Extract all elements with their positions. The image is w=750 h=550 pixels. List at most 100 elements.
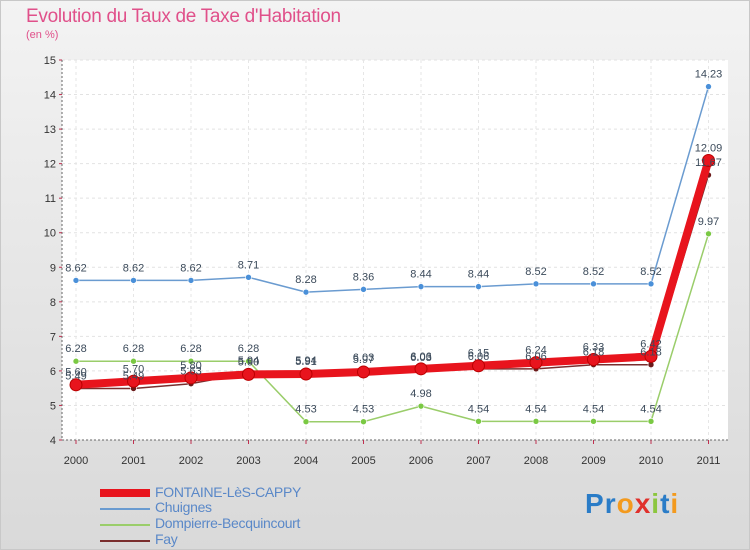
data-point [245, 273, 252, 281]
data-point [130, 357, 137, 365]
data-point [245, 357, 252, 365]
data-point [702, 154, 715, 168]
x-tick-label: 2005 [351, 455, 375, 467]
data-point [357, 365, 370, 379]
data-point [417, 283, 425, 290]
legend-swatch [100, 524, 150, 526]
x-tick-label: 2011 [697, 455, 721, 467]
data-label: 6.24 [525, 345, 546, 357]
data-label: 6.18 [583, 347, 604, 359]
y-tick-label: 11 [45, 193, 56, 205]
data-label: 6.18 [640, 347, 661, 359]
data-label: 6.15 [468, 348, 489, 360]
data-point [360, 286, 367, 293]
data-label: 4.53 [295, 404, 316, 416]
series-line [75, 85, 710, 293]
logo-letter: o [616, 488, 635, 519]
data-point [72, 277, 80, 284]
logo-letter: i [651, 488, 661, 519]
data-label: 8.52 [525, 266, 546, 278]
data-label: 5.49 [123, 371, 144, 383]
legend-label: Dompierre-Becquincourt [155, 515, 301, 531]
data-label: 6.28 [180, 343, 201, 355]
data-label: 4.53 [353, 404, 374, 416]
legend-label: Fay [155, 531, 178, 547]
data-point [529, 356, 543, 370]
data-label: 4.98 [410, 388, 431, 400]
legend-label: FONTAINE-LèS-CAPPY [155, 484, 302, 500]
data-point [72, 357, 80, 365]
data-label: 8.52 [583, 266, 604, 278]
data-label: 4.54 [525, 403, 546, 415]
data-point [242, 367, 255, 381]
x-tick-label: 2006 [409, 455, 433, 467]
y-tick-label: 4 [50, 435, 56, 447]
legend-swatch [100, 508, 150, 510]
series-line [75, 233, 710, 423]
logo-letter: i [670, 488, 680, 519]
data-label: 4.54 [640, 403, 661, 415]
data-label: 14.23 [695, 69, 723, 81]
data-point [130, 277, 137, 284]
y-tick-label: 13 [44, 124, 56, 136]
y-tick-label: 8 [50, 297, 56, 309]
data-label: 8.62 [65, 262, 86, 274]
data-label: 5.80 [180, 360, 201, 372]
data-label: 8.71 [238, 259, 259, 271]
data-label: 8.28 [295, 274, 316, 286]
y-tick-label: 7 [50, 331, 56, 343]
data-point [475, 418, 482, 425]
data-label: 5.94 [295, 355, 316, 367]
data-label: 6.06 [525, 351, 546, 363]
data-label: 6.33 [583, 342, 604, 354]
x-tick-label: 2008 [524, 455, 548, 467]
legend-swatch [100, 540, 150, 542]
data-label: 5.97 [353, 354, 374, 366]
x-tick-label: 2004 [294, 455, 318, 467]
legend-swatch [100, 489, 150, 497]
data-point [644, 349, 658, 363]
data-label: 6.06 [410, 351, 431, 363]
data-point [187, 277, 195, 284]
data-label: 9.97 [698, 216, 719, 228]
x-tick-label: 2009 [581, 455, 605, 467]
series-line [72, 156, 713, 389]
data-point [414, 362, 428, 376]
data-point [302, 418, 310, 425]
logo-letter: t [660, 488, 671, 519]
y-tick-label: 6 [50, 366, 56, 378]
x-tick-label: 2001 [121, 455, 145, 467]
x-tick-label: 2003 [236, 455, 260, 467]
data-label: 8.62 [123, 262, 144, 274]
x-tick-label: 2002 [179, 455, 203, 467]
data-point [587, 353, 600, 367]
data-label: 5.49 [65, 371, 86, 383]
data-point [532, 280, 540, 288]
data-label: 6.03 [353, 352, 374, 364]
data-point [184, 371, 198, 385]
data-point [299, 367, 313, 381]
data-label: 12.09 [695, 143, 723, 155]
data-label: 5.70 [123, 363, 144, 375]
data-point [647, 280, 655, 288]
legend-label: Chuignes [155, 499, 212, 515]
data-label: 8.44 [468, 269, 489, 281]
y-tick-label: 9 [50, 262, 56, 274]
proxiti-logo: Proxiti [585, 488, 679, 520]
data-label: 6.06 [468, 351, 489, 363]
data-label: 6.42 [640, 338, 661, 350]
data-point [475, 283, 482, 290]
data-label: 6.28 [238, 343, 259, 355]
data-label: 8.52 [640, 266, 661, 278]
data-label: 8.44 [410, 269, 431, 281]
data-point [187, 357, 195, 365]
logo-letter: P [585, 488, 605, 519]
data-point [360, 418, 367, 425]
data-point [302, 288, 310, 296]
data-point [69, 378, 83, 392]
y-tick-label: 14 [44, 90, 56, 102]
data-label: 5.63 [180, 366, 201, 378]
data-label: 5.90 [238, 356, 259, 368]
data-label: 4.54 [468, 403, 489, 415]
logo-letter: r [604, 488, 617, 519]
